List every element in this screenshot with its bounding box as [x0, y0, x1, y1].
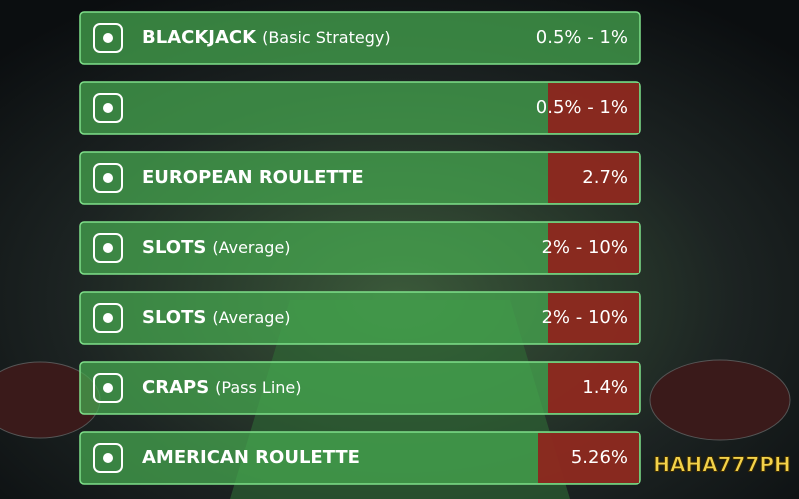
- game-title: SLOTS: [142, 307, 206, 328]
- icon-dot: [103, 453, 113, 463]
- row-panel: [79, 361, 641, 415]
- value-box: [548, 293, 639, 343]
- game-name: EUROPEAN ROULETTE: [142, 167, 364, 188]
- icon-dot: [103, 383, 113, 393]
- house-edge: 2% - 10%: [541, 307, 628, 328]
- house-edge: 2.7%: [582, 167, 628, 188]
- wheel: [649, 359, 791, 441]
- house-edge: 0.5% - 1%: [536, 27, 628, 48]
- icon-dot: [103, 243, 113, 253]
- game-note: (Average): [212, 238, 290, 257]
- game-title: BLACKJACK: [142, 27, 257, 48]
- game-name: AMERICAN ROULETTE: [142, 447, 360, 468]
- row-panel: [79, 221, 641, 275]
- house-edge: 5.26%: [571, 447, 628, 468]
- value-box: [548, 223, 639, 273]
- game-title: CRAPS: [142, 377, 209, 398]
- game-name: SLOTS (Average): [142, 237, 291, 258]
- row-panel: [79, 11, 641, 65]
- value-box: [548, 153, 639, 203]
- game-name: BLACKJACK (Basic Strategy): [142, 27, 391, 48]
- game-title: EUROPEAN ROULETTE: [142, 167, 364, 188]
- game-note: (Pass Line): [215, 378, 301, 397]
- game-note: (Basic Strategy): [262, 28, 390, 47]
- house-edge: 0.5% - 1%: [536, 97, 628, 118]
- logo: HAHA777PH: [653, 453, 791, 477]
- value-box: [548, 363, 639, 413]
- value-box: [538, 433, 639, 483]
- row-panel: [79, 291, 641, 345]
- icon-dot: [103, 173, 113, 183]
- game-name: SLOTS (Average): [142, 307, 291, 328]
- game-title: SLOTS: [142, 237, 206, 258]
- icon-dot: [103, 33, 113, 43]
- house-edge: 1.4%: [582, 377, 628, 398]
- icon: [93, 443, 123, 473]
- row-panel: [79, 151, 641, 205]
- icon: [93, 23, 123, 53]
- icon: [93, 93, 123, 123]
- icon: [93, 233, 123, 263]
- icon: [93, 163, 123, 193]
- icon: [93, 303, 123, 333]
- house-edge: 2% - 10%: [541, 237, 628, 258]
- icon-dot: [103, 103, 113, 113]
- icon: [93, 373, 123, 403]
- game-note: (Average): [212, 308, 290, 327]
- icon-dot: [103, 313, 113, 323]
- game-name: CRAPS (Pass Line): [142, 377, 302, 398]
- row-panel: [79, 81, 641, 135]
- game-title: AMERICAN ROULETTE: [142, 447, 360, 468]
- value-box: [548, 83, 639, 133]
- row-panel: [79, 431, 641, 485]
